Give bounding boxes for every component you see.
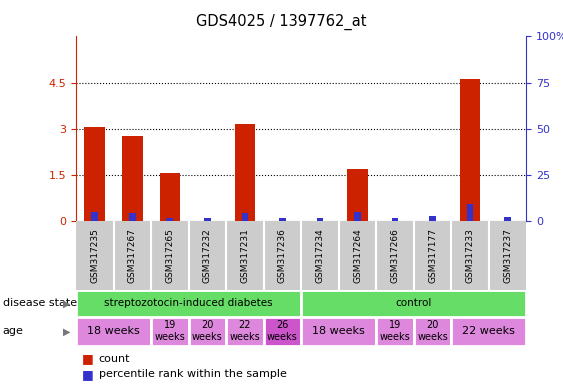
Text: 26
weeks: 26 weeks <box>267 320 298 342</box>
Bar <box>354 212 361 221</box>
Text: count: count <box>99 354 130 364</box>
Text: GSM317231: GSM317231 <box>240 228 249 283</box>
Bar <box>226 317 263 346</box>
Text: GSM317267: GSM317267 <box>128 228 137 283</box>
Bar <box>301 317 376 346</box>
Text: ■: ■ <box>82 368 93 381</box>
Bar <box>76 290 301 317</box>
Bar <box>204 218 211 221</box>
Bar <box>316 218 323 221</box>
Text: 22 weeks: 22 weeks <box>462 326 515 336</box>
Bar <box>189 317 226 346</box>
Text: GSM317237: GSM317237 <box>503 228 512 283</box>
Bar <box>460 79 480 221</box>
Bar <box>151 317 189 346</box>
Text: GDS4025 / 1397762_at: GDS4025 / 1397762_at <box>196 13 367 30</box>
Bar <box>242 212 248 221</box>
Text: GSM317266: GSM317266 <box>391 228 400 283</box>
Text: GSM317265: GSM317265 <box>166 228 175 283</box>
Bar <box>129 214 136 221</box>
Text: age: age <box>3 326 24 336</box>
Bar <box>452 317 526 346</box>
Text: GSM317264: GSM317264 <box>353 228 362 283</box>
Text: 22
weeks: 22 weeks <box>230 320 260 342</box>
Text: percentile rank within the sample: percentile rank within the sample <box>99 369 287 379</box>
Text: streptozotocin-induced diabetes: streptozotocin-induced diabetes <box>104 298 273 308</box>
Bar <box>347 169 368 221</box>
Text: GSM317232: GSM317232 <box>203 228 212 283</box>
Bar <box>167 218 173 221</box>
Bar <box>414 317 452 346</box>
Text: 20
weeks: 20 weeks <box>417 320 448 342</box>
Bar <box>504 217 511 221</box>
Text: 19
weeks: 19 weeks <box>379 320 410 342</box>
Text: control: control <box>396 298 432 308</box>
Bar <box>76 317 151 346</box>
Bar <box>263 317 301 346</box>
Bar <box>235 124 255 221</box>
Bar <box>392 218 399 221</box>
Bar <box>279 218 286 221</box>
Bar <box>376 317 414 346</box>
Bar <box>159 173 180 221</box>
Bar <box>84 127 105 221</box>
Text: ▶: ▶ <box>62 326 70 336</box>
Text: 18 weeks: 18 weeks <box>87 326 140 336</box>
Text: ■: ■ <box>82 353 93 366</box>
Text: GSM317233: GSM317233 <box>466 228 475 283</box>
Text: GSM317236: GSM317236 <box>278 228 287 283</box>
Bar <box>429 216 436 221</box>
Text: 20
weeks: 20 weeks <box>192 320 223 342</box>
Bar <box>467 204 473 221</box>
Text: GSM317235: GSM317235 <box>90 228 99 283</box>
Bar <box>301 290 526 317</box>
Text: 19
weeks: 19 weeks <box>154 320 185 342</box>
Text: 18 weeks: 18 weeks <box>312 326 365 336</box>
Bar <box>91 212 98 221</box>
Text: GSM317177: GSM317177 <box>428 228 437 283</box>
Text: disease state: disease state <box>3 298 77 308</box>
Text: ▶: ▶ <box>62 298 70 308</box>
Bar <box>122 136 142 221</box>
Text: GSM317234: GSM317234 <box>315 228 324 283</box>
